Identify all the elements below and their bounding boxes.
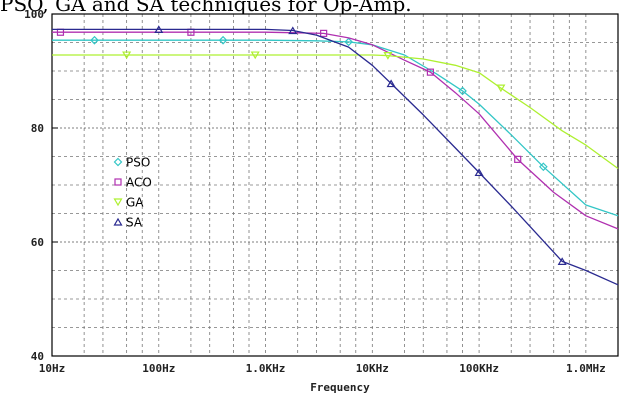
series-line	[52, 28, 619, 286]
figure-caption: PSO, GA and SA techniques for Op-Amp.	[0, 0, 626, 16]
y-tick-label: 60	[31, 236, 44, 249]
legend: PSO ACO GA SA	[113, 156, 152, 230]
x-tick-label: 100Hz	[142, 362, 175, 375]
x-tick-label: 1.0MHz	[566, 362, 606, 375]
marker-triangle-down	[496, 84, 506, 93]
marker-diamond	[539, 162, 548, 172]
marker-triangle-down	[122, 51, 132, 60]
x-axis-label: Frequency	[310, 381, 370, 394]
marker-triangle-up	[288, 26, 298, 35]
marker-triangle-up	[154, 25, 164, 33]
marker-diamond	[90, 35, 99, 45]
series-sa	[52, 25, 619, 286]
plot-frame	[51, 13, 619, 357]
y-tick-label: 40	[31, 350, 44, 363]
marker-square	[320, 29, 328, 37]
series-line	[52, 39, 619, 217]
marker-diamond	[218, 35, 228, 45]
marker-square	[514, 155, 522, 163]
marker-triangle-up	[557, 257, 567, 265]
legend-label: ACO	[126, 176, 152, 190]
x-tick-label: 10KHz	[356, 362, 389, 375]
marker-triangle-down	[250, 51, 260, 60]
y-tick-label: 100	[24, 8, 44, 21]
x-tick-label: 10Hz	[39, 362, 66, 375]
marker-triangle-down	[113, 198, 123, 207]
legend-label: GA	[126, 196, 144, 210]
series-ga	[52, 51, 619, 170]
marker-diamond	[344, 37, 353, 47]
grid	[52, 14, 618, 356]
series-line	[52, 54, 619, 170]
caption-text: PSO, GA and SA techniques for Op-Amp.	[0, 0, 412, 16]
marker-square	[426, 68, 435, 76]
x-tick-label: 1.0KHz	[246, 362, 286, 375]
legend-label: PSO	[126, 156, 150, 170]
marker-triangle-down	[383, 52, 393, 60]
marker-diamond	[458, 86, 467, 96]
marker-triangle-up	[386, 79, 396, 88]
legend-label: SA	[126, 216, 143, 230]
series-pso	[52, 35, 619, 217]
marker-diamond	[113, 157, 123, 167]
x-tick-label: 100KHz	[459, 362, 499, 375]
marker-triangle-up	[113, 217, 123, 226]
marker-square	[114, 178, 122, 186]
marker-triangle-up	[474, 168, 484, 177]
y-tick-label: 80	[31, 122, 44, 135]
